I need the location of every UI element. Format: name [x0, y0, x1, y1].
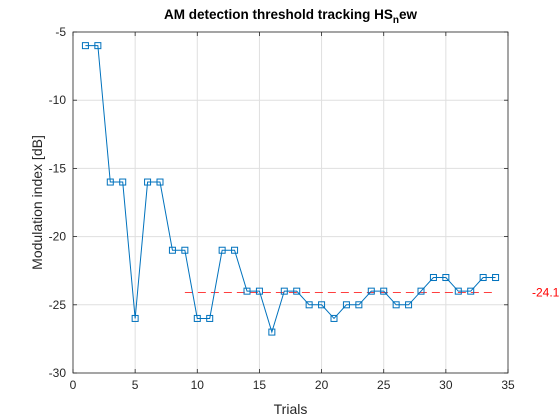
data-point-marker	[168, 246, 176, 254]
data-point-marker	[355, 301, 363, 309]
data-point-marker	[106, 178, 114, 186]
x-tick-label: 15	[253, 378, 267, 392]
data-point-marker	[417, 287, 425, 295]
data-point-marker	[380, 287, 388, 295]
data-point-marker	[467, 287, 475, 295]
data-point-marker	[119, 178, 127, 186]
x-tick-label: 5	[132, 378, 139, 392]
data-point-marker	[392, 301, 400, 309]
x-tick-label: 25	[377, 378, 391, 392]
data-point-marker	[293, 287, 301, 295]
data-point-marker	[156, 178, 164, 186]
tick-labels: 0 5 10 15 20 25 30 35 -30 -25 -20 -15 -10 -5	[49, 25, 515, 392]
data-point-marker	[231, 246, 239, 254]
data-point-marker	[342, 301, 350, 309]
data-point-marker	[492, 274, 500, 282]
data-point-marker	[305, 301, 313, 309]
chart-title: AM detection threshold tracking HSnew	[164, 7, 417, 26]
y-tick-label: -30	[49, 366, 67, 380]
data-point-marker	[81, 42, 89, 50]
data-point-marker	[218, 246, 226, 254]
data-point-marker	[442, 274, 450, 282]
chart-title-main: AM detection threshold tracking HS	[164, 7, 393, 22]
y-tick-label: -20	[49, 230, 67, 244]
data-point-marker	[280, 287, 288, 295]
x-tick-label: 35	[501, 378, 515, 392]
chart-title-suffix: ew	[399, 7, 418, 22]
plot-frame	[72, 31, 509, 374]
data-point-marker	[94, 42, 102, 50]
series-line	[85, 45, 496, 334]
data-point-marker	[405, 301, 413, 309]
data-point-marker	[144, 178, 152, 186]
x-tick-label: 10	[191, 378, 205, 392]
data-point-marker	[479, 274, 487, 282]
y-tick-label: -25	[49, 298, 67, 312]
data-point-marker	[131, 314, 139, 322]
data-point-marker	[318, 301, 326, 309]
x-axis-label: Trials	[274, 401, 308, 417]
data-point-marker	[243, 287, 251, 295]
data-point-marker	[367, 287, 375, 295]
x-tick-label: 20	[315, 378, 329, 392]
x-tick-label: 0	[70, 378, 77, 392]
data-point-marker	[193, 314, 201, 322]
y-tick-label: -5	[55, 25, 66, 39]
data-point-marker	[181, 246, 189, 254]
data-point-marker	[206, 314, 214, 322]
data-point-marker	[255, 287, 263, 295]
data-point-marker	[429, 274, 437, 282]
chart-title-subscript: n	[393, 15, 399, 26]
series-markers	[81, 42, 500, 336]
x-tick-label: 30	[439, 378, 453, 392]
y-axis-label: Modulation index [dB]	[29, 135, 45, 270]
threshold-reference-label: -24.1	[532, 286, 560, 300]
data-point-marker	[330, 314, 338, 322]
y-tick-label: -15	[49, 161, 67, 175]
data-point-marker	[454, 287, 462, 295]
y-tick-label: -10	[49, 93, 67, 107]
data-point-marker	[268, 328, 276, 336]
